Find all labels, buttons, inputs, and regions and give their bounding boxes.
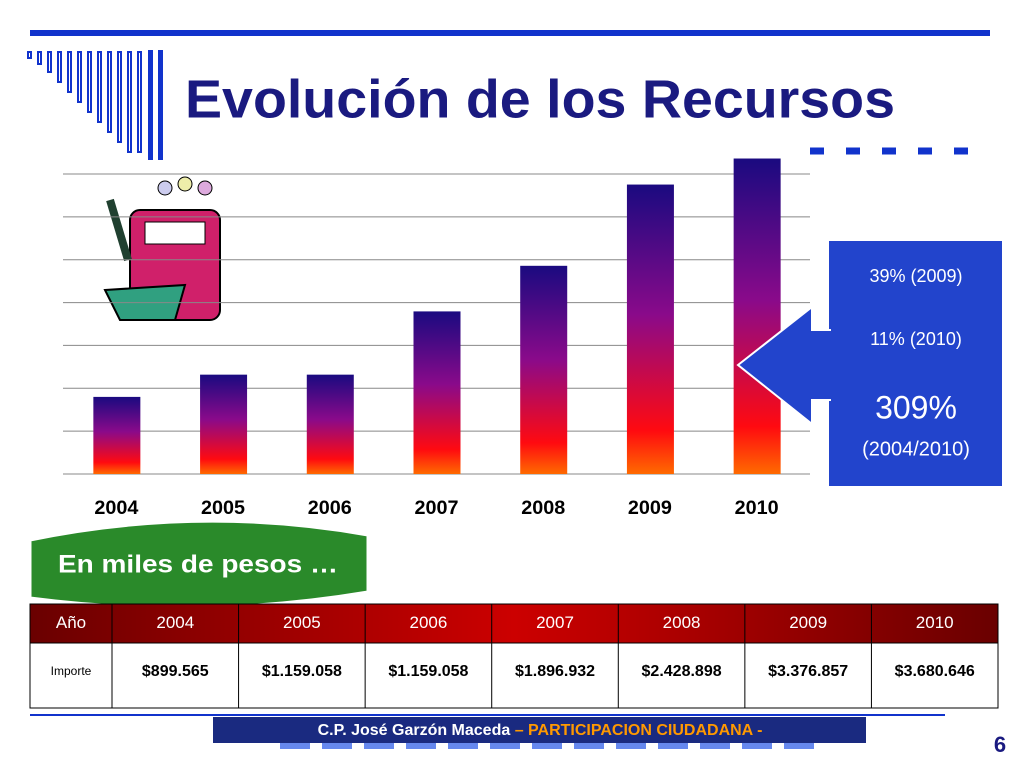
- x-tick-label: 2006: [308, 498, 352, 519]
- x-tick-label: 2004: [94, 498, 138, 519]
- footer-program: – PARTICIPACION CIUDADANA -: [515, 722, 763, 739]
- bar: [520, 265, 568, 474]
- table-header-cell: 2006: [410, 613, 448, 632]
- bar: [733, 158, 781, 474]
- table-cell: $1.896.932: [515, 663, 595, 680]
- table-header-cell: 2008: [663, 613, 701, 632]
- footer-author: C.P. José Garzón Maceda: [318, 722, 511, 739]
- table-cell: $899.565: [142, 663, 209, 680]
- bar: [200, 374, 248, 474]
- data-table: Año Importe 2004 $899.565 2005 $1.159.058 2006…: [29, 603, 999, 709]
- table-header-cell: 2010: [916, 613, 954, 632]
- table-header-row: [30, 604, 998, 643]
- x-tick-label: 2010: [735, 498, 779, 519]
- table-header-cell: 2004: [156, 613, 194, 632]
- callout-text: (2004/2010): [862, 438, 970, 460]
- footer: C.P. José Garzón Maceda – PARTICIPACION …: [30, 714, 1006, 757]
- table-header-cell: 2007: [536, 613, 574, 632]
- table-outline: [29, 603, 999, 709]
- x-tick-label: 2007: [415, 498, 459, 519]
- slide-title: Evolución de los Recursos: [185, 69, 895, 129]
- bar: [306, 374, 354, 474]
- decoration: [27, 30, 990, 321]
- table-header-cell: Año: [56, 613, 86, 632]
- table-row-label: Importe: [51, 664, 92, 678]
- banner-text: En miles de pesos …: [58, 551, 338, 579]
- callout-big: 309%: [875, 389, 957, 425]
- callout-text: 39% (2009): [869, 266, 962, 286]
- page-number: 6: [994, 732, 1006, 757]
- table-cell: $2.428.898: [642, 663, 722, 680]
- table-cell: $3.376.857: [768, 663, 848, 680]
- x-tick-label: 2008: [521, 498, 565, 519]
- callout: 39% (2009) 11% (2010) 309% (2004/2010): [736, 239, 1004, 488]
- table-cell: $1.159.058: [388, 663, 468, 680]
- table-header-cell: 2009: [789, 613, 827, 632]
- footer-text: C.P. José Garzón Maceda – PARTICIPACION …: [318, 722, 763, 739]
- table-body-row: [29, 642, 999, 709]
- bar: [626, 184, 674, 474]
- x-tick-label: 2009: [628, 498, 672, 519]
- table-cell: $3.680.646: [895, 663, 975, 680]
- table-cell: $1.159.058: [262, 663, 342, 680]
- x-tick-label: 2005: [201, 498, 245, 519]
- table-header-cell: 2005: [283, 613, 321, 632]
- chart: 2004 2005 2006 2007 2008 2009 2010: [63, 158, 810, 519]
- banner: En miles de pesos …: [28, 519, 370, 610]
- bar: [93, 396, 141, 474]
- bar: [413, 311, 461, 474]
- callout-text: 11% (2010): [870, 329, 962, 349]
